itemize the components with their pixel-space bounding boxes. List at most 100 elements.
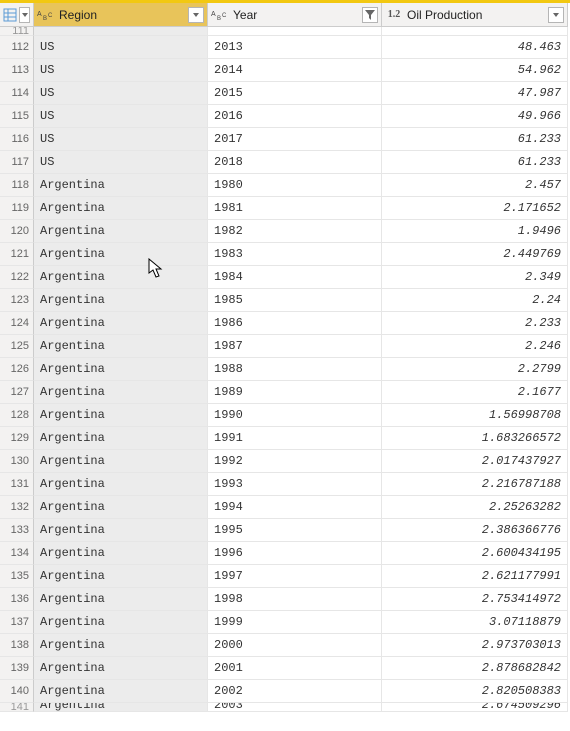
table-cell[interactable]: Argentina xyxy=(34,496,208,519)
table-cell[interactable]: Argentina xyxy=(34,680,208,703)
select-all-corner[interactable] xyxy=(0,3,34,27)
row-number[interactable]: 129 xyxy=(0,427,34,450)
table-cell[interactable]: 2.878682842 xyxy=(382,657,568,680)
table-options-dropdown[interactable] xyxy=(19,7,30,23)
table-cell[interactable]: 1999 xyxy=(208,611,382,634)
row-number[interactable]: 134 xyxy=(0,542,34,565)
table-cell[interactable]: Argentina xyxy=(34,588,208,611)
table-cell[interactable]: 2.753414972 xyxy=(382,588,568,611)
table-cell[interactable]: 1992 xyxy=(208,450,382,473)
table-cell[interactable]: 2.24 xyxy=(382,289,568,312)
column-header-oil-production[interactable]: 1.2 Oil Production xyxy=(382,3,568,27)
table-cell[interactable]: 1996 xyxy=(208,542,382,565)
table-cell[interactable]: Argentina xyxy=(34,565,208,588)
table-cell[interactable]: 1985 xyxy=(208,289,382,312)
table-cell[interactable]: 1.9496 xyxy=(382,220,568,243)
table-cell[interactable]: 2013 xyxy=(208,36,382,59)
table-cell[interactable]: Argentina xyxy=(34,634,208,657)
table-cell[interactable]: 2.2799 xyxy=(382,358,568,381)
table-cell[interactable]: 2000 xyxy=(208,634,382,657)
table-cell[interactable]: Argentina xyxy=(34,542,208,565)
table-cell[interactable]: Argentina xyxy=(34,243,208,266)
row-number[interactable]: 130 xyxy=(0,450,34,473)
row-number[interactable]: 119 xyxy=(0,197,34,220)
table-cell[interactable]: 1.683266572 xyxy=(382,427,568,450)
row-number[interactable]: 122 xyxy=(0,266,34,289)
table-cell[interactable]: 1998 xyxy=(208,588,382,611)
table-cell[interactable]: US xyxy=(34,128,208,151)
table-cell[interactable]: 1.56998708 xyxy=(382,404,568,427)
row-number[interactable]: 141 xyxy=(0,703,34,712)
table-cell[interactable]: Argentina xyxy=(34,450,208,473)
table-cell[interactable]: 2.1677 xyxy=(382,381,568,404)
row-number[interactable]: 115 xyxy=(0,105,34,128)
table-cell[interactable]: 2.820508383 xyxy=(382,680,568,703)
row-number[interactable]: 125 xyxy=(0,335,34,358)
table-cell[interactable]: 2.25263282 xyxy=(382,496,568,519)
table-cell[interactable]: Argentina xyxy=(34,473,208,496)
table-cell[interactable]: Argentina xyxy=(34,703,208,712)
table-cell[interactable]: 1984 xyxy=(208,266,382,289)
row-number[interactable]: 123 xyxy=(0,289,34,312)
table-cell[interactable]: 1987 xyxy=(208,335,382,358)
row-number[interactable]: 113 xyxy=(0,59,34,82)
table-cell[interactable]: Argentina xyxy=(34,220,208,243)
table-cell[interactable]: Argentina xyxy=(34,174,208,197)
table-cell[interactable]: 2.600434195 xyxy=(382,542,568,565)
column-filter-dropdown[interactable] xyxy=(548,7,564,23)
table-cell[interactable]: Argentina xyxy=(34,519,208,542)
row-number[interactable]: 133 xyxy=(0,519,34,542)
table-cell[interactable]: Argentina xyxy=(34,197,208,220)
table-cell[interactable]: 2018 xyxy=(208,151,382,174)
table-cell[interactable]: 2014 xyxy=(208,59,382,82)
table-cell[interactable]: 2002 xyxy=(208,680,382,703)
row-number[interactable]: 132 xyxy=(0,496,34,519)
table-cell[interactable]: 1991 xyxy=(208,427,382,450)
row-number[interactable]: 120 xyxy=(0,220,34,243)
table-cell[interactable]: 1997 xyxy=(208,565,382,588)
column-header-year[interactable]: ABC Year xyxy=(208,3,382,27)
table-cell[interactable]: 1994 xyxy=(208,496,382,519)
table-cell[interactable]: 1981 xyxy=(208,197,382,220)
table-cell[interactable]: 2015 xyxy=(208,82,382,105)
table-cell[interactable]: 2001 xyxy=(208,657,382,680)
table-cell[interactable]: Argentina xyxy=(34,404,208,427)
table-cell[interactable] xyxy=(34,27,208,36)
row-number[interactable]: 140 xyxy=(0,680,34,703)
row-number[interactable]: 136 xyxy=(0,588,34,611)
table-cell[interactable]: 2.621177991 xyxy=(382,565,568,588)
table-cell[interactable]: 49.966 xyxy=(382,105,568,128)
row-number[interactable]: 118 xyxy=(0,174,34,197)
table-cell[interactable]: Argentina xyxy=(34,266,208,289)
table-cell[interactable]: 2.233 xyxy=(382,312,568,335)
table-cell[interactable]: 2017 xyxy=(208,128,382,151)
table-cell[interactable]: 2.246 xyxy=(382,335,568,358)
table-cell[interactable]: 61.233 xyxy=(382,151,568,174)
table-cell[interactable]: 2.017437927 xyxy=(382,450,568,473)
row-number[interactable]: 128 xyxy=(0,404,34,427)
table-cell[interactable] xyxy=(382,27,568,36)
table-cell[interactable]: 2016 xyxy=(208,105,382,128)
table-cell[interactable]: 1980 xyxy=(208,174,382,197)
table-cell[interactable]: Argentina xyxy=(34,611,208,634)
table-cell[interactable]: 2.973703013 xyxy=(382,634,568,657)
table-cell[interactable]: 1988 xyxy=(208,358,382,381)
row-number[interactable]: 131 xyxy=(0,473,34,496)
table-cell[interactable]: 48.463 xyxy=(382,36,568,59)
row-number[interactable]: 114 xyxy=(0,82,34,105)
table-cell[interactable]: Argentina xyxy=(34,335,208,358)
table-cell[interactable]: 1983 xyxy=(208,243,382,266)
table-cell[interactable]: US xyxy=(34,36,208,59)
row-number[interactable]: 139 xyxy=(0,657,34,680)
table-cell[interactable]: 2003 xyxy=(208,703,382,712)
row-number[interactable]: 112 xyxy=(0,36,34,59)
table-cell[interactable]: 2.457 xyxy=(382,174,568,197)
table-cell[interactable]: 2.216787188 xyxy=(382,473,568,496)
table-cell[interactable]: 2.449769 xyxy=(382,243,568,266)
row-number[interactable]: 138 xyxy=(0,634,34,657)
table-cell[interactable] xyxy=(208,27,382,36)
table-cell[interactable]: Argentina xyxy=(34,312,208,335)
table-cell[interactable]: 1993 xyxy=(208,473,382,496)
table-cell[interactable]: 1990 xyxy=(208,404,382,427)
row-number[interactable]: 117 xyxy=(0,151,34,174)
